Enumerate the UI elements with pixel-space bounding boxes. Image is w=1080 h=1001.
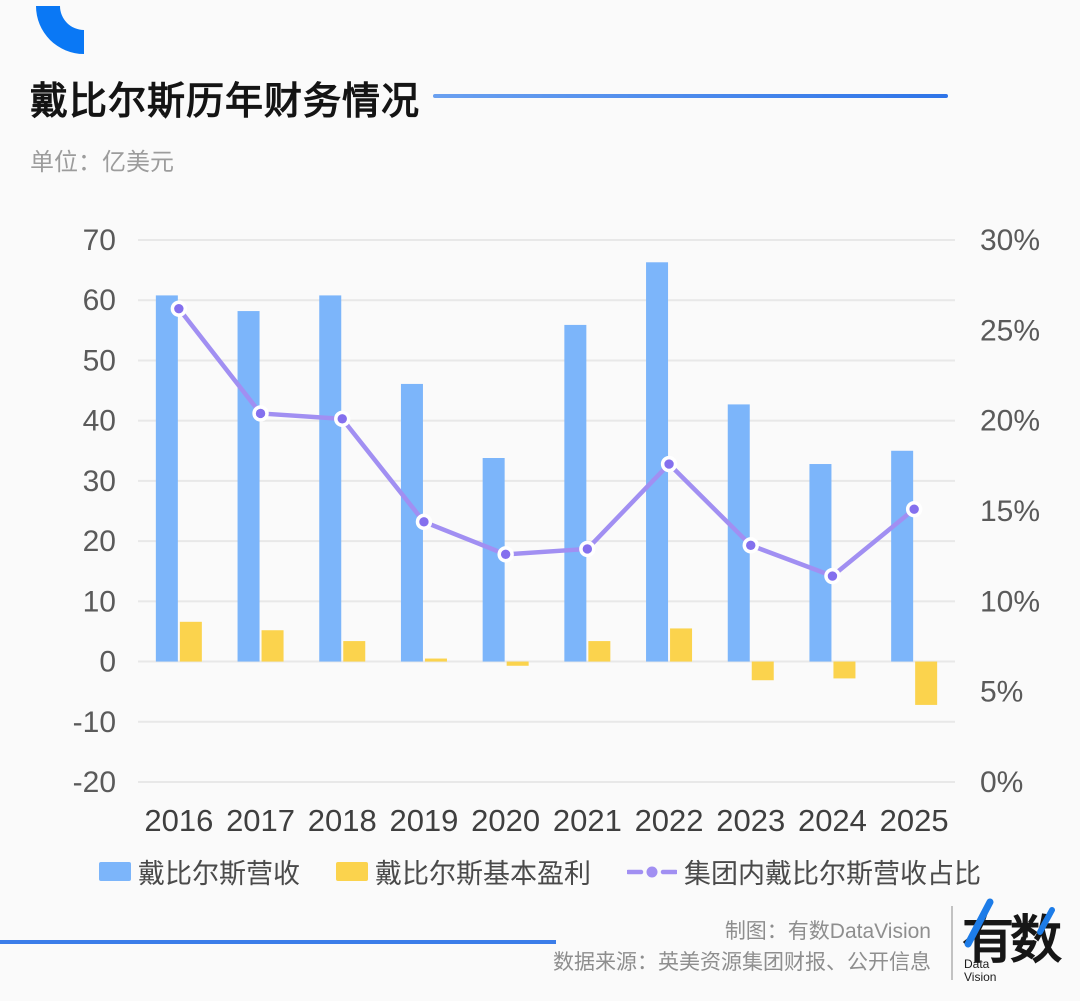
credits-block: 制图：有数DataVision 数据来源：英美资源集团财报、公开信息	[553, 916, 931, 978]
bar-profit-2021	[588, 641, 611, 662]
share-line	[176, 306, 917, 579]
bar-revenue-2019	[400, 383, 423, 662]
bar-profit-2022	[670, 628, 693, 662]
bar-revenue-2018	[319, 295, 342, 662]
credit-line: 制图：有数DataVision	[724, 920, 931, 943]
quarter-ring-shape	[36, 6, 84, 54]
bar-profit-2025	[915, 661, 938, 705]
right-axis-tick-label: 20%	[980, 405, 1040, 438]
line-point-2023	[746, 540, 756, 551]
x-axis-year-label: 2018	[308, 803, 377, 838]
x-axis-year-label: 2017	[226, 803, 295, 838]
bar-profit-2024	[833, 661, 856, 679]
x-axis-year-label: 2016	[144, 803, 213, 838]
bar-profit-2020	[506, 661, 529, 666]
x-axis-year-label: 2019	[389, 803, 458, 838]
right-axis-tick-label: 30%	[980, 224, 1040, 257]
legend-label-revenue: 戴比尔斯营收	[138, 859, 300, 889]
right-axis-tick-label: 25%	[980, 314, 1040, 347]
x-axis-year-label: 2025	[880, 803, 949, 838]
bar-revenue-2017	[237, 311, 260, 662]
left-axis-tick-label: 70	[83, 224, 116, 257]
left-axis-tick-label: 50	[83, 344, 116, 377]
line-point-2021	[582, 544, 593, 554]
bar-profit-2017	[261, 630, 284, 662]
bar-revenue-2020	[482, 458, 505, 662]
brand-logo-en-text: Data Vision	[964, 958, 996, 984]
legend-swatch-profit	[336, 862, 368, 881]
brand-logo-en-line1: Data	[964, 957, 990, 971]
legend-item-revenue: 戴比尔斯营收	[99, 852, 300, 891]
legend-label-share: 集团内戴比尔斯营收占比	[684, 859, 981, 889]
right-axis-tick-label: 5%	[980, 676, 1023, 709]
legend-line-icon	[627, 866, 677, 877]
x-axis-year-label: 2021	[553, 803, 622, 838]
bar-profit-2016	[179, 621, 202, 662]
bar-profit-2023	[751, 661, 774, 681]
brand-logo: 有数 Data Vision	[960, 894, 1072, 994]
bar-revenue-2016	[155, 295, 178, 662]
page-title: 戴比尔斯历年财务情况	[30, 81, 421, 123]
left-axis-tick-label: -10	[73, 706, 116, 739]
bar-profit-2019	[424, 658, 447, 662]
x-axis-year-label: 2022	[635, 803, 704, 838]
line-point-2016	[174, 303, 184, 314]
left-axis-tick-label: 30	[83, 465, 116, 498]
line-point-2019	[419, 517, 429, 527]
legend-label-profit: 戴比尔斯基本盈利	[375, 859, 591, 889]
footer-accent-line	[0, 940, 556, 944]
unit-note: 单位：亿美元	[30, 149, 174, 176]
bar-revenue-2025	[891, 450, 914, 662]
title-underline	[433, 94, 948, 98]
bar-profit-2018	[343, 641, 366, 662]
right-axis-tick-label: 15%	[980, 495, 1040, 528]
line-point-2017	[255, 408, 266, 419]
legend-swatch-revenue	[99, 862, 131, 881]
bar-revenue-2024	[809, 464, 832, 662]
x-axis-year-label: 2023	[716, 803, 785, 838]
bar-revenue-2021	[564, 324, 587, 662]
left-axis-tick-label: 20	[83, 525, 116, 558]
line-point-2022	[664, 459, 674, 469]
corner-arc-decoration	[36, 6, 84, 54]
right-axis-tick-label: 0%	[980, 766, 1023, 799]
left-axis-tick-label: 10	[83, 585, 116, 618]
source-line: 数据来源：英美资源集团财报、公开信息	[553, 951, 931, 974]
line-point-2024	[827, 571, 838, 581]
left-axis-tick-label: 60	[83, 284, 116, 317]
line-point-2018	[337, 414, 347, 424]
brand-logo-en-line2: Vision	[964, 970, 997, 984]
bar-revenue-2022	[646, 262, 669, 662]
line-point-2020	[500, 549, 511, 560]
left-axis-tick-label: 40	[83, 405, 116, 438]
line-point-2025	[909, 504, 919, 514]
right-axis-tick-label: 10%	[980, 585, 1040, 618]
brand-logo-accent-strokes	[964, 898, 1055, 948]
left-axis-tick-label: -20	[73, 766, 116, 799]
left-axis-tick-label: 0	[99, 646, 116, 679]
chart-legend: 戴比尔斯营收 戴比尔斯基本盈利 集团内戴比尔斯营收占比	[0, 852, 1080, 891]
x-axis-year-label: 2020	[471, 803, 540, 838]
x-axis-year-label: 2024	[798, 803, 867, 838]
legend-item-share: 集团内戴比尔斯营收占比	[627, 852, 981, 891]
legend-item-profit: 戴比尔斯基本盈利	[336, 852, 591, 891]
footer-divider	[951, 906, 953, 980]
